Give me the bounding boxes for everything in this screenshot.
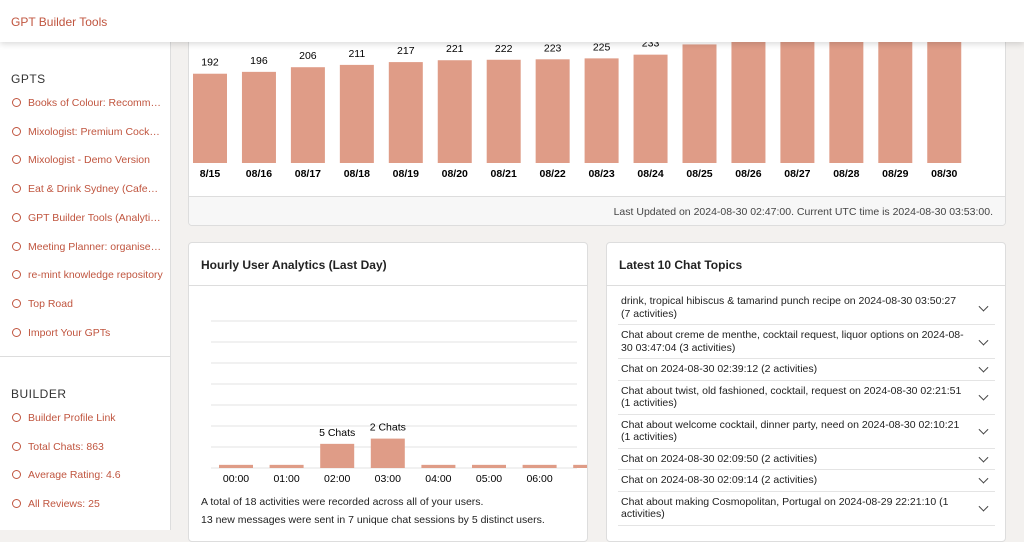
x-tick-label: 08/29	[882, 168, 908, 180]
builder-link[interactable]: Average Rating: 4.6	[12, 469, 121, 481]
daily-chart: 8/15 192 08/16 196 08/17 206 08/18 211 08/19 217 0…	[193, 16, 962, 180]
bar	[290, 67, 325, 163]
chat-label: 2 Chats	[370, 422, 406, 434]
gpt-link[interactable]: Top Road	[12, 298, 73, 310]
bar	[584, 58, 619, 163]
x-tick-label: 08/19	[393, 168, 419, 180]
bar	[269, 464, 304, 468]
value-label: 211	[348, 48, 365, 60]
card-title: Latest 10 Chat Topics	[607, 243, 1005, 286]
x-tick-label: 08/17	[295, 168, 321, 180]
app-title[interactable]: GPT Builder Tools	[11, 15, 108, 29]
bar	[472, 464, 506, 468]
x-tick-label: 08/27	[784, 168, 810, 180]
section-heading: GPTS	[11, 72, 46, 86]
message-note: 13 new messages were sent in 7 unique ch…	[201, 514, 545, 526]
section-heading: BUILDER	[11, 387, 67, 401]
hourly-card: Hourly User Analytics (Last Day) 00:00 01…	[188, 242, 588, 542]
value-label: 192	[201, 57, 219, 69]
builder-link[interactable]: Builder Profile Link	[12, 412, 116, 424]
gpt-link[interactable]: Eat & Drink Sydney (Cafe…	[12, 183, 158, 195]
x-tick-label: 05:00	[476, 473, 502, 485]
value-label: 217	[397, 45, 415, 57]
topic-item[interactable]: Chat on 2024-08-30 02:09:14 (2 activitie…	[618, 470, 995, 492]
bar	[437, 60, 472, 163]
value-label: 222	[495, 43, 513, 55]
value-label: 206	[299, 50, 317, 62]
bar	[522, 464, 557, 468]
x-tick-label: 8/15	[200, 168, 221, 180]
bar	[878, 34, 913, 163]
x-tick-label: 03:00	[375, 473, 401, 485]
bar	[633, 54, 668, 163]
bar	[731, 41, 766, 163]
gpt-link[interactable]: Mixologist - Demo Version	[12, 154, 150, 166]
x-tick-label: 02:00	[324, 473, 350, 485]
card-title: Hourly User Analytics (Last Day)	[189, 243, 587, 286]
section-divider	[0, 356, 170, 357]
bar	[219, 464, 253, 468]
page: GPTS Books of Colour: Recomm… Mixologist: …	[0, 0, 1024, 530]
x-tick-label: 06:00	[526, 473, 552, 485]
topic-item[interactable]: Chat about twist, old fashioned, cocktai…	[618, 381, 995, 415]
x-tick-label: 08/16	[246, 168, 272, 180]
topic-item[interactable]: Chat about creme de menthe, cocktail req…	[618, 325, 995, 359]
activity-note: A total of 18 activities were recorded a…	[201, 496, 484, 508]
topic-item[interactable]: Chat on 2024-08-30 02:39:12 (2 activitie…	[618, 359, 995, 381]
topics-card: Latest 10 Chat Topics drink, tropical hi…	[606, 242, 1006, 542]
bar	[421, 464, 456, 468]
x-tick-label: 04:00	[425, 473, 451, 485]
x-tick-label: 08/18	[344, 168, 370, 180]
last-updated: Last Updated on 2024-08-30 02:47:00. Cur…	[189, 196, 1005, 225]
bar	[486, 59, 521, 163]
builder-link[interactable]: Total Chats: 863	[12, 441, 104, 453]
bar	[682, 44, 717, 163]
x-tick-label: 08/26	[735, 168, 761, 180]
bar	[193, 73, 227, 163]
value-label: 221	[446, 43, 464, 55]
bar	[388, 62, 423, 163]
bar	[535, 59, 570, 163]
value-label: 196	[250, 55, 268, 67]
topic-item[interactable]: Chat about welcome cocktail, dinner part…	[618, 415, 995, 449]
topic-item[interactable]: Chat about making Cosmopolitan, Portugal…	[618, 492, 995, 526]
x-tick-label: 08/20	[442, 168, 468, 180]
x-tick-label: 08/25	[686, 168, 712, 180]
chat-label: 5 Chats	[319, 427, 355, 439]
bar	[573, 464, 587, 468]
topic-item[interactable]: Chat on 2024-08-30 02:09:50 (2 activitie…	[618, 449, 995, 470]
topic-list: drink, tropical hibiscus & tamarind punc…	[618, 291, 995, 526]
bar	[829, 36, 864, 163]
x-tick-label: 08/21	[491, 168, 517, 180]
bar	[927, 32, 962, 163]
gpt-link[interactable]: Mixologist: Premium Cock…	[12, 126, 160, 138]
builder-link[interactable]: All Reviews: 25	[12, 498, 100, 510]
value-label: 223	[544, 42, 562, 54]
x-tick-label: 08/22	[540, 168, 566, 180]
x-tick-label: 00:00	[223, 473, 249, 485]
gpt-link[interactable]: Books of Colour: Recomm…	[12, 97, 161, 109]
gpt-link[interactable]: Meeting Planner: organise…	[12, 241, 161, 253]
bar	[339, 64, 374, 163]
gpt-link[interactable]: Import Your GPTs	[12, 327, 110, 339]
bar	[241, 71, 276, 163]
value-label: 225	[593, 41, 611, 53]
x-tick-label: 08/23	[588, 168, 614, 180]
bar	[370, 438, 405, 468]
bar	[320, 443, 355, 468]
sidebar: GPTS Books of Colour: Recomm… Mixologist: …	[0, 42, 171, 530]
topic-item[interactable]: drink, tropical hibiscus & tamarind punc…	[618, 291, 995, 325]
x-tick-label: 08/28	[833, 168, 859, 180]
hourly-chart: 00:00 01:00 02:00 5 Chats 03:00 2 Chats 04:00 0…	[211, 320, 587, 485]
x-tick-label: 08/30	[931, 168, 957, 180]
x-tick-label: 08/24	[637, 168, 663, 180]
header: GPT Builder Tools	[0, 0, 1024, 42]
gpt-link[interactable]: GPT Builder Tools (Analyti…	[12, 212, 161, 224]
gpt-link[interactable]: re-mint knowledge repository	[12, 269, 163, 281]
x-tick-label: 01:00	[273, 473, 299, 485]
bar	[780, 38, 815, 163]
